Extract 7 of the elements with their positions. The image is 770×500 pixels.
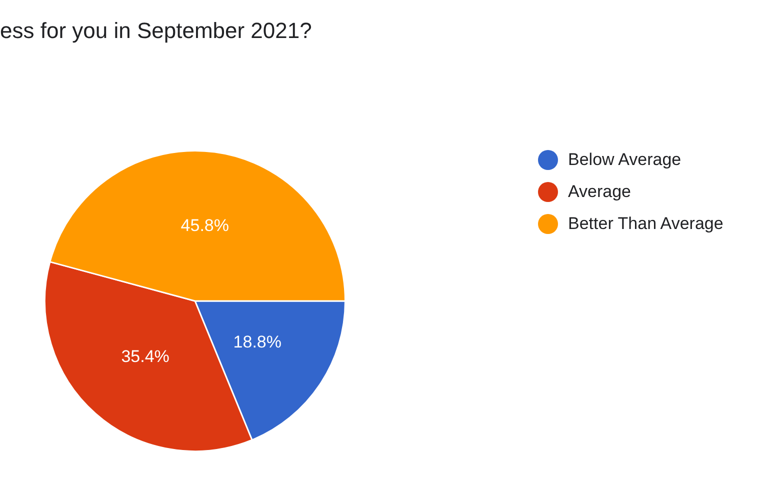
legend-label: Below Average <box>568 150 682 170</box>
data-label: 45.8% <box>180 216 229 236</box>
data-label: 18.8% <box>233 332 282 352</box>
chart-title: ess for you in September 2021? <box>0 18 312 44</box>
legend-label: Better Than Average <box>568 214 724 234</box>
legend-label: Average <box>568 182 632 202</box>
data-label: 35.4% <box>121 347 170 366</box>
